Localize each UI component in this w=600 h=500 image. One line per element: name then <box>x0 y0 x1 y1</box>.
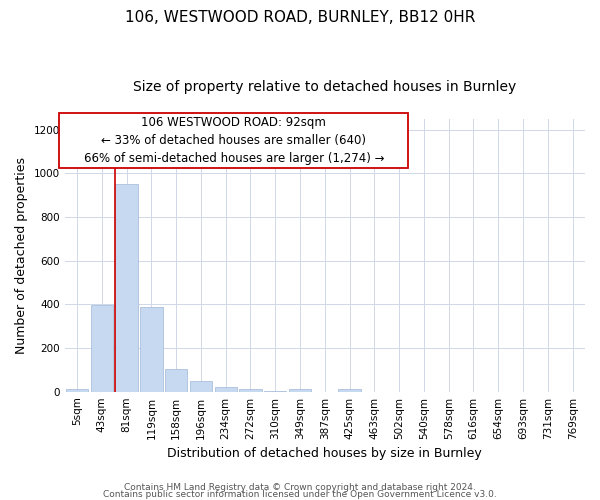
Bar <box>239 390 262 392</box>
Bar <box>115 184 138 392</box>
Text: Contains HM Land Registry data © Crown copyright and database right 2024.: Contains HM Land Registry data © Crown c… <box>124 484 476 492</box>
Text: 106, WESTWOOD ROAD, BURNLEY, BB12 0HR: 106, WESTWOOD ROAD, BURNLEY, BB12 0HR <box>125 10 475 25</box>
Title: Size of property relative to detached houses in Burnley: Size of property relative to detached ho… <box>133 80 517 94</box>
Text: Contains public sector information licensed under the Open Government Licence v3: Contains public sector information licen… <box>103 490 497 499</box>
FancyBboxPatch shape <box>59 114 408 168</box>
Bar <box>338 390 361 392</box>
Bar <box>66 390 88 392</box>
Bar <box>264 390 286 392</box>
Text: 106 WESTWOOD ROAD: 92sqm
← 33% of detached houses are smaller (640)
66% of semi-: 106 WESTWOOD ROAD: 92sqm ← 33% of detach… <box>83 116 384 165</box>
Bar <box>289 390 311 392</box>
Bar <box>140 306 163 392</box>
Bar <box>165 369 187 392</box>
Y-axis label: Number of detached properties: Number of detached properties <box>15 156 28 354</box>
X-axis label: Distribution of detached houses by size in Burnley: Distribution of detached houses by size … <box>167 447 482 460</box>
Bar <box>215 388 237 392</box>
Bar <box>91 306 113 392</box>
Bar <box>190 381 212 392</box>
